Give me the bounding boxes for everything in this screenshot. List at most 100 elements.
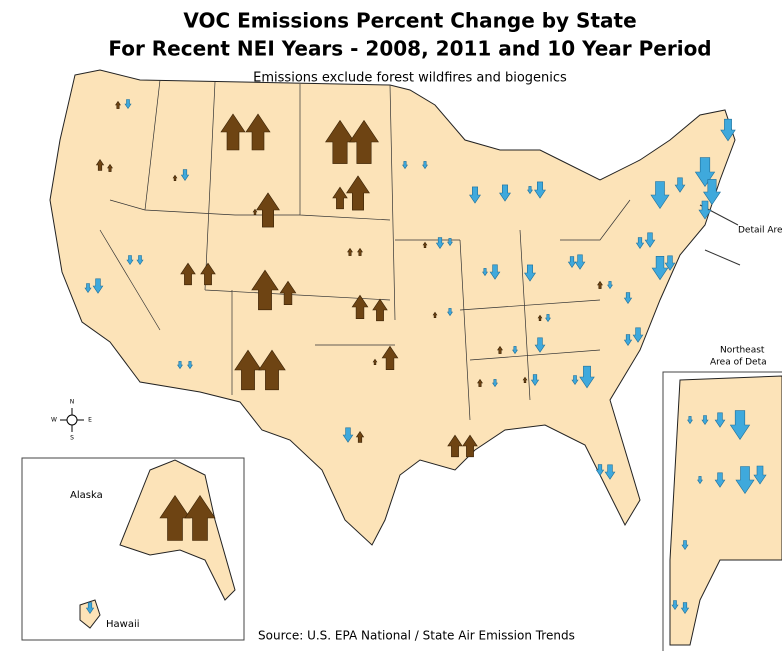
arrow-down [650, 181, 670, 210]
arrow-down [482, 268, 488, 277]
arrow-up [332, 186, 348, 210]
arrow-down [422, 161, 428, 170]
arrow-down [524, 264, 536, 282]
arrow-down [681, 540, 689, 551]
arrow-down [687, 416, 693, 425]
arrow-down [527, 186, 533, 195]
arrow-down [545, 314, 551, 323]
arrow-down [753, 465, 767, 485]
arrow-down [180, 169, 190, 181]
arrow-down [671, 600, 679, 611]
arrow-down [698, 200, 712, 220]
arrow-down [126, 255, 134, 266]
arrow-down [604, 464, 616, 480]
inset-title: Area of Deta [710, 358, 767, 368]
arrow-up [462, 434, 478, 458]
arrow-down [632, 327, 644, 343]
arrow-down [701, 415, 709, 426]
arrow-down [651, 255, 669, 281]
arrow-up [279, 280, 297, 306]
arrow-up [107, 163, 113, 172]
arrow-up [258, 349, 286, 391]
arrow-up [159, 494, 191, 541]
arrow-up [522, 376, 528, 384]
leader-line [704, 249, 741, 266]
arrow-down [574, 254, 586, 270]
arrow-down [635, 237, 645, 249]
arrow-down [447, 238, 453, 247]
arrow-down [534, 337, 546, 353]
arrow-up [422, 241, 428, 248]
arrow-up [95, 159, 105, 171]
arrow-down [136, 255, 144, 266]
arrow-up [372, 358, 378, 366]
arrow-down [567, 256, 577, 268]
compass-s: S [70, 435, 74, 442]
arrow-down [530, 374, 540, 386]
arrow-up [220, 113, 246, 151]
arrow-down [607, 281, 613, 290]
arrow-down [92, 278, 104, 294]
arrow-down [489, 264, 501, 280]
arrow-down [85, 602, 95, 614]
arrow-up [325, 119, 355, 164]
compass-e: E [88, 417, 92, 424]
arrow-up [184, 494, 216, 541]
arrow-up [432, 311, 438, 319]
arrow-down [714, 472, 726, 488]
arrow-down [714, 412, 726, 428]
source: Source: U.S. EPA National / State Air Em… [258, 629, 575, 643]
arrow-down [623, 334, 633, 346]
arrow-up [347, 247, 353, 256]
arrow-down [664, 255, 676, 271]
arrow-up [497, 345, 503, 354]
arrow-down [579, 365, 595, 389]
arrow-down [177, 361, 183, 370]
arrow-up [349, 119, 379, 164]
title: VOC Emissions Percent Change by State [183, 9, 636, 33]
arrow-up [372, 298, 388, 322]
arrow-down [680, 602, 690, 614]
title: For Recent NEI Years - 2008, 2011 and 10… [108, 37, 711, 61]
arrow-down [703, 179, 721, 206]
arrow-up [180, 262, 196, 286]
arrow-up [172, 174, 178, 181]
alaska-label: Alaska [70, 490, 103, 501]
arrow-up [256, 192, 280, 228]
arrow-down [534, 181, 546, 199]
arrow-down [84, 283, 92, 294]
arrow-up [351, 294, 369, 320]
arrow-up [357, 247, 363, 256]
arrow-down [697, 476, 703, 485]
arrow-down [402, 161, 408, 170]
arrow-up [346, 175, 370, 211]
compass: N E S W [51, 399, 92, 442]
arrow-up [381, 345, 399, 371]
arrow-up [251, 269, 279, 311]
arrow-down [124, 99, 132, 110]
arrow-down [492, 379, 498, 388]
arrow-down [469, 186, 481, 204]
arrow-down [720, 118, 736, 142]
us-outline [49, 69, 736, 546]
arrow-up [245, 113, 271, 151]
arrows [84, 99, 767, 614]
arrow-up [355, 431, 365, 443]
arrow-down [435, 237, 445, 249]
compass-w: W [51, 417, 57, 424]
compass-n: N [70, 399, 75, 406]
arrow-down [644, 232, 656, 248]
arrow-down [595, 464, 605, 476]
arrow-up [537, 314, 543, 322]
arrow-up [447, 434, 463, 458]
arrow-up [597, 280, 603, 289]
arrow-down [674, 177, 686, 193]
hawaii-label: Hawaii [106, 619, 140, 630]
detail-label: Detail Area [738, 226, 782, 236]
arrow-up [200, 262, 216, 286]
arrow-down [571, 375, 579, 386]
arrow-down [447, 308, 453, 317]
arrow-down [735, 466, 755, 495]
arrow-up [234, 349, 262, 391]
